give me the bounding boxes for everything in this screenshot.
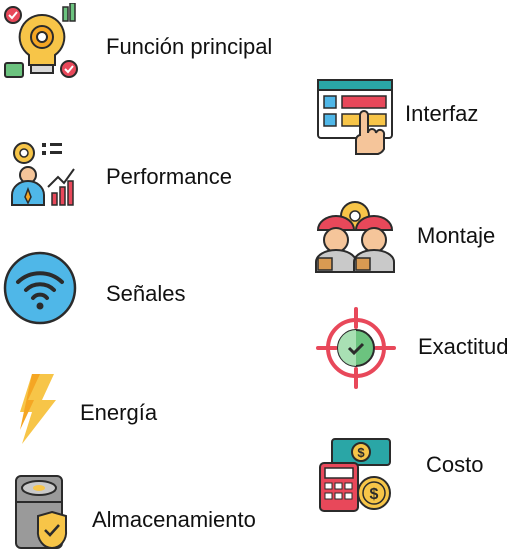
touch-interface-icon <box>316 78 396 156</box>
growth-person-icon <box>8 139 76 207</box>
workers-icon <box>314 196 396 274</box>
label-interfaz: Interfaz <box>405 101 479 126</box>
bulb-gear-icon <box>3 3 81 83</box>
wifi-signal-icon <box>2 250 78 326</box>
label-montaje: Montaje <box>417 223 496 248</box>
calculator-money-icon: $ $ <box>318 437 394 513</box>
storage-shield-icon <box>14 474 70 552</box>
svg-text:$: $ <box>357 445 365 460</box>
label-energia: Energía <box>80 400 158 425</box>
target-check-icon <box>316 307 396 389</box>
label-funcion-principal: Función principal <box>106 34 273 59</box>
label-senales: Señales <box>106 281 186 306</box>
label-costo: Costo <box>426 452 484 477</box>
svg-text:$: $ <box>370 486 379 503</box>
label-performance: Performance <box>106 164 232 189</box>
label-exactitud: Exactitud <box>418 334 509 359</box>
lightning-icon <box>14 374 58 444</box>
label-almacenamiento: Almacenamiento <box>92 507 256 532</box>
